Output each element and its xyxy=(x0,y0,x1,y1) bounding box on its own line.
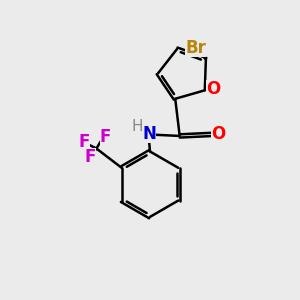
Text: H: H xyxy=(131,118,143,134)
Text: F: F xyxy=(78,133,90,151)
Text: F: F xyxy=(100,128,111,146)
Text: O: O xyxy=(211,125,226,143)
Text: Br: Br xyxy=(185,39,206,57)
Text: F: F xyxy=(85,148,96,166)
Text: O: O xyxy=(206,80,220,98)
Text: N: N xyxy=(142,125,156,143)
